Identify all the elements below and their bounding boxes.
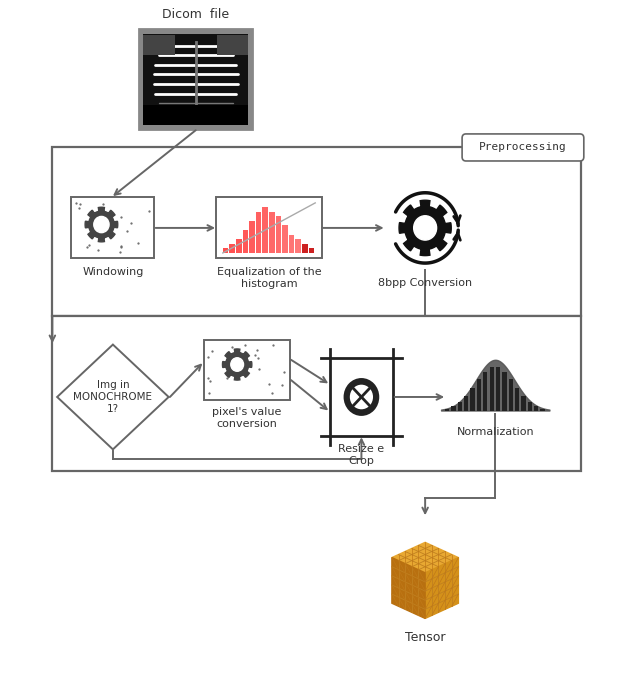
Bar: [522, 397, 525, 411]
Bar: [72, 198, 154, 258]
Bar: [477, 380, 481, 411]
FancyBboxPatch shape: [462, 134, 584, 161]
Bar: [256, 212, 261, 253]
Text: 8bpp Conversion: 8bpp Conversion: [378, 278, 472, 288]
Bar: [143, 105, 248, 125]
Circle shape: [413, 216, 436, 240]
Bar: [217, 35, 248, 55]
Bar: [143, 35, 175, 55]
Circle shape: [350, 385, 373, 409]
Bar: [276, 216, 281, 253]
Bar: [289, 234, 294, 253]
Bar: [464, 397, 468, 411]
Bar: [236, 239, 242, 253]
Bar: [509, 380, 513, 411]
Circle shape: [94, 217, 109, 233]
Bar: [269, 212, 275, 253]
Bar: [249, 221, 255, 253]
Bar: [445, 409, 449, 411]
Bar: [262, 207, 268, 253]
Bar: [140, 29, 252, 129]
Bar: [451, 406, 456, 411]
Bar: [502, 371, 507, 411]
Bar: [296, 239, 301, 253]
Bar: [528, 403, 532, 411]
Bar: [223, 249, 228, 253]
Polygon shape: [85, 207, 118, 242]
Bar: [330, 358, 394, 436]
Text: Tensor: Tensor: [405, 631, 445, 644]
Polygon shape: [57, 344, 169, 449]
Text: pixel's value
conversion: pixel's value conversion: [212, 407, 282, 428]
Bar: [483, 371, 488, 411]
Bar: [490, 367, 494, 411]
Bar: [229, 244, 235, 253]
Bar: [308, 249, 314, 253]
Circle shape: [344, 378, 380, 416]
Bar: [216, 198, 321, 258]
Bar: [52, 316, 581, 471]
Polygon shape: [223, 349, 252, 380]
Bar: [458, 403, 462, 411]
Text: Windowing: Windowing: [82, 267, 143, 277]
Polygon shape: [392, 557, 425, 619]
Text: Resize e
Crop: Resize e Crop: [339, 444, 385, 466]
Text: Preprocessing: Preprocessing: [479, 143, 567, 153]
Bar: [282, 225, 288, 253]
Text: Img in
MONOCHROME
1?: Img in MONOCHROME 1?: [74, 380, 152, 414]
Bar: [302, 244, 308, 253]
Text: Equalization of the
histogram: Equalization of the histogram: [217, 267, 321, 289]
Bar: [52, 147, 581, 316]
Polygon shape: [425, 557, 458, 619]
Bar: [470, 388, 475, 411]
Polygon shape: [399, 200, 451, 255]
Text: Normalization: Normalization: [456, 427, 534, 437]
Text: Dicom  file: Dicom file: [162, 8, 229, 21]
Bar: [515, 388, 519, 411]
Bar: [540, 409, 545, 411]
Bar: [204, 340, 290, 401]
Bar: [534, 406, 538, 411]
Bar: [143, 33, 248, 125]
Bar: [243, 230, 248, 253]
Polygon shape: [392, 543, 458, 573]
Bar: [496, 367, 500, 411]
Circle shape: [231, 358, 244, 371]
